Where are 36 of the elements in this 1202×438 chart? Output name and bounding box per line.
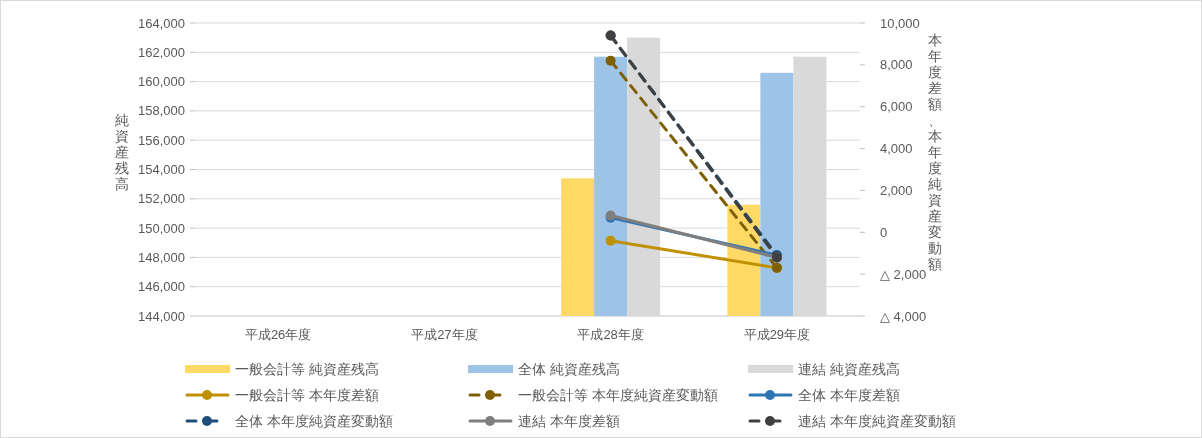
y-tick-label: 148,000 — [138, 249, 185, 265]
y2-tick-label: 10,000 — [880, 15, 920, 31]
y-tick-label: 154,000 — [138, 162, 185, 177]
legend-label: 一般会計等 本年度純資産変動額 — [518, 388, 718, 403]
point — [605, 235, 616, 246]
y-tick-label: 156,000 — [138, 132, 185, 148]
y2-tick-label: △ 4,000 — [880, 308, 927, 324]
legend-label: 全体 本年度純資産変動額 — [235, 414, 393, 429]
legend-label: 連結 本年度純資産変動額 — [798, 414, 956, 429]
y2-tick-label: 6,000 — [880, 99, 913, 115]
legend-label: 連結 純資産残高 — [798, 362, 900, 377]
legend-label: 一般会計等 本年度差額 — [235, 388, 379, 403]
legend-label: 全体 本年度差額 — [798, 388, 900, 403]
y-tick-label: 152,000 — [138, 191, 185, 207]
x-tick-label: 平成29年度 — [743, 327, 811, 342]
x-tick-label: 平成28年度 — [577, 327, 644, 342]
y-tick-label: 158,000 — [138, 103, 185, 119]
legend-label: 連結 本年度差額 — [518, 414, 620, 429]
y-tick-label: 150,000 — [138, 220, 185, 236]
y-tick-label: 144,000 — [138, 308, 185, 324]
legend-label: 一般会計等 純資産残高 — [235, 362, 379, 377]
x-tick-label: 平成26年度 — [244, 327, 312, 342]
point — [605, 55, 616, 66]
y-tick-label: 160,000 — [138, 74, 185, 90]
legend-label: 全体 純資産残高 — [518, 362, 620, 377]
y2-tick-label: 0 — [880, 224, 888, 240]
y2-tick-label: 4,000 — [880, 141, 913, 157]
y-tick-label: 162,000 — [138, 44, 185, 60]
y2-tick-label: 2,000 — [880, 182, 913, 198]
y-tick-label: 146,000 — [138, 279, 185, 295]
y2-tick-label: △ 2,000 — [880, 266, 927, 282]
y-tick-label: 164,000 — [138, 15, 185, 31]
x-tick-label: 平成27年度 — [411, 327, 478, 342]
y-axis-title: 純資産残高 — [115, 112, 129, 192]
y2-tick-label: 8,000 — [880, 57, 913, 73]
text: 本年度差額、本年度純資産変動額 — [928, 32, 942, 272]
